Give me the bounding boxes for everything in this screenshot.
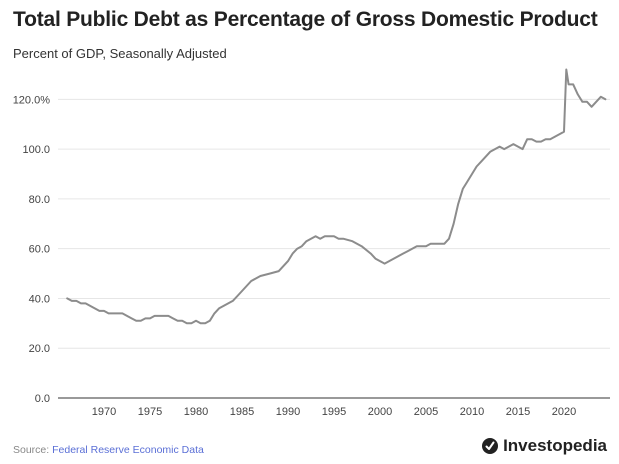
brand-logo[interactable]: Investopedia xyxy=(481,436,607,456)
chart-subtitle: Percent of GDP, Seasonally Adjusted xyxy=(13,46,227,61)
debt-series-line xyxy=(66,68,607,325)
y-tick-label: 120.0% xyxy=(13,94,51,106)
x-tick-label: 2015 xyxy=(506,406,530,418)
investopedia-logo-icon xyxy=(482,438,499,454)
y-tick-label: 20.0 xyxy=(29,343,50,355)
y-tick-labels: 0.0 20.0 40.0 60.0 80.0 100.0 120.0% xyxy=(13,94,51,405)
x-tick-labels: 1970 1975 1980 1985 1990 1995 2000 2005 2010 2015… xyxy=(92,406,576,418)
y-tick-label: 80.0 xyxy=(29,194,50,206)
chart-title: Total Public Debt as Percentage of Gross… xyxy=(13,8,598,31)
x-tick-label: 1995 xyxy=(322,406,346,418)
x-tick-label: 2010 xyxy=(460,406,484,418)
x-tick-label: 2020 xyxy=(552,406,576,418)
x-tick-label: 1990 xyxy=(276,406,300,418)
source-label: Source: xyxy=(13,444,50,456)
y-tick-label: 60.0 xyxy=(29,244,50,256)
x-tick-label: 1970 xyxy=(92,406,116,418)
source-link[interactable]: Federal Reserve Economic Data xyxy=(52,444,204,456)
y-tick-label: 40.0 xyxy=(29,293,50,305)
x-tick-label: 1985 xyxy=(230,406,254,418)
grid-lines xyxy=(58,98,610,349)
x-tick-label: 2005 xyxy=(414,406,438,418)
brand-name: Investopedia xyxy=(503,436,607,455)
y-tick-label: 0.0 xyxy=(35,393,50,405)
x-tick-label: 1980 xyxy=(184,406,208,418)
y-tick-label: 100.0 xyxy=(22,144,50,156)
source-note: Source: Federal Reserve Economic Data xyxy=(13,444,204,456)
x-tick-label: 2000 xyxy=(368,406,392,418)
x-tick-label: 1975 xyxy=(138,406,162,418)
